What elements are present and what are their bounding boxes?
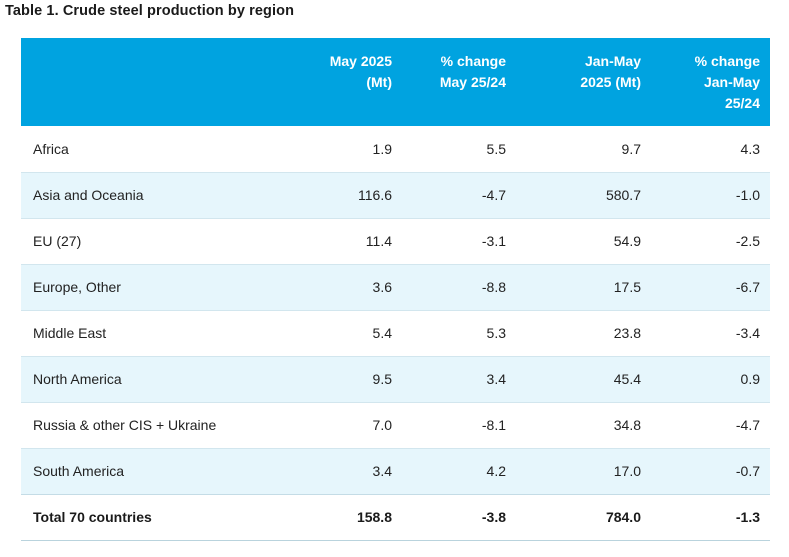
region-cell: Russia & other CIS + Ukraine	[21, 402, 236, 449]
header-region	[21, 38, 236, 126]
may-2025-cell: 11.4	[236, 218, 402, 265]
pct-may-cell: -8.1	[402, 402, 516, 449]
table-row: North America 9.5 3.4 45.4 0.9	[21, 356, 770, 403]
jan-may-cell: 34.8	[516, 402, 651, 449]
pct-jan-may-cell: -4.7	[651, 402, 770, 449]
pct-may-cell: 4.2	[402, 448, 516, 495]
region-cell: EU (27)	[21, 218, 236, 265]
may-2025-cell: 1.9	[236, 126, 402, 173]
table-row: EU (27) 11.4 -3.1 54.9 -2.5	[21, 218, 770, 265]
pct-may-cell: -4.7	[402, 172, 516, 219]
header-may-2025: May 2025 (Mt)	[329, 53, 392, 90]
table-total-row: Total 70 countries 158.8 -3.8 784.0 -1.3	[21, 494, 770, 541]
total-may-2025-cell: 158.8	[236, 494, 402, 541]
crude-steel-table: May 2025 (Mt) % change May 25/24 Jan-May…	[21, 38, 770, 541]
may-2025-cell: 116.6	[236, 172, 402, 219]
region-cell: Europe, Other	[21, 264, 236, 311]
region-cell: North America	[21, 356, 236, 403]
may-2025-cell: 5.4	[236, 310, 402, 357]
table-row: Russia & other CIS + Ukraine 7.0 -8.1 34…	[21, 402, 770, 449]
pct-jan-may-cell: -1.0	[651, 172, 770, 219]
table-title: Table 1. Crude steel production by regio…	[5, 3, 295, 19]
pct-jan-may-cell: 0.9	[651, 356, 770, 403]
total-pct-may-cell: -3.8	[402, 494, 516, 541]
jan-may-cell: 17.0	[516, 448, 651, 495]
pct-may-cell: 5.5	[402, 126, 516, 173]
pct-may-cell: -8.8	[402, 264, 516, 311]
header-pct-change-may: % change May 25/24	[439, 53, 506, 90]
jan-may-cell: 17.5	[516, 264, 651, 311]
table-header-row: May 2025 (Mt) % change May 25/24 Jan-May…	[21, 38, 770, 126]
header-pct-change-jan-may: % change Jan-May 25/24	[694, 53, 760, 111]
table-row: Asia and Oceania 116.6 -4.7 580.7 -1.0	[21, 172, 770, 219]
region-cell: South America	[21, 448, 236, 495]
pct-jan-may-cell: -3.4	[651, 310, 770, 357]
header-jan-may-2025: Jan-May 2025 (Mt)	[580, 53, 641, 90]
may-2025-cell: 3.6	[236, 264, 402, 311]
table-row: South America 3.4 4.2 17.0 -0.7	[21, 448, 770, 495]
total-pct-jan-may-cell: -1.3	[651, 494, 770, 541]
total-label-cell: Total 70 countries	[21, 494, 236, 541]
total-jan-may-cell: 784.0	[516, 494, 651, 541]
jan-may-cell: 23.8	[516, 310, 651, 357]
jan-may-cell: 45.4	[516, 356, 651, 403]
table-row: Middle East 5.4 5.3 23.8 -3.4	[21, 310, 770, 357]
pct-may-cell: 5.3	[402, 310, 516, 357]
region-cell: Middle East	[21, 310, 236, 357]
jan-may-cell: 9.7	[516, 126, 651, 173]
may-2025-cell: 9.5	[236, 356, 402, 403]
table-row: Africa 1.9 5.5 9.7 4.3	[21, 126, 770, 173]
pct-jan-may-cell: 4.3	[651, 126, 770, 173]
table-row: Europe, Other 3.6 -8.8 17.5 -6.7	[21, 264, 770, 311]
may-2025-cell: 3.4	[236, 448, 402, 495]
pct-jan-may-cell: -6.7	[651, 264, 770, 311]
jan-may-cell: 580.7	[516, 172, 651, 219]
pct-jan-may-cell: -0.7	[651, 448, 770, 495]
pct-may-cell: 3.4	[402, 356, 516, 403]
may-2025-cell: 7.0	[236, 402, 402, 449]
jan-may-cell: 54.9	[516, 218, 651, 265]
region-cell: Africa	[21, 126, 236, 173]
pct-jan-may-cell: -2.5	[651, 218, 770, 265]
pct-may-cell: -3.1	[402, 218, 516, 265]
region-cell: Asia and Oceania	[21, 172, 236, 219]
